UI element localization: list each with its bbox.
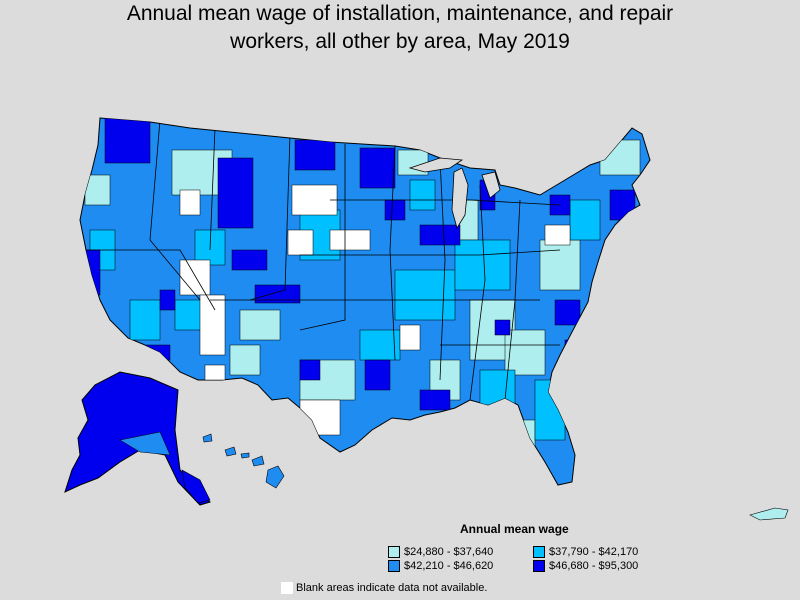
lake-huron xyxy=(481,171,501,199)
maui-island xyxy=(251,455,265,467)
legend-label-tier-1: $24,880 - $37,640 xyxy=(404,546,494,558)
legend-item-tier-1: $24,880 - $37,640 xyxy=(388,545,493,559)
hawaii xyxy=(202,433,285,489)
contiguous-us xyxy=(79,117,651,486)
lake-michigan xyxy=(451,167,469,229)
legend-item-tier-4: $46,680 - $95,300 xyxy=(533,559,638,573)
hawaii-island xyxy=(265,465,285,489)
state-lines xyxy=(85,119,561,401)
legend-swatch-tier-3 xyxy=(388,560,400,572)
lake-superior xyxy=(408,157,464,173)
legend-label-tier-3: $42,210 - $46,620 xyxy=(404,560,494,572)
legend-swatch-tier-2 xyxy=(533,546,545,558)
title-line-1: Annual mean wage of installation, mainte… xyxy=(126,2,674,25)
alaska-region-south xyxy=(119,431,171,456)
kauai-island xyxy=(202,433,213,443)
legend-label-tier-2: $37,790 - $42,170 xyxy=(549,546,639,558)
legend-swatch-tier-1 xyxy=(388,546,400,558)
legend-title: Annual mean wage xyxy=(460,522,569,536)
oahu-island xyxy=(224,446,237,457)
map-regions xyxy=(80,118,641,451)
title-line-2: workers, all other by area, May 2019 xyxy=(230,30,570,53)
no-data-note: Blank areas indicate data not available. xyxy=(281,582,487,594)
no-data-swatch xyxy=(281,582,293,594)
molokai-island xyxy=(240,452,250,459)
legend-item-tier-3: $42,210 - $46,620 xyxy=(388,559,493,573)
legend-label-tier-4: $46,680 - $95,300 xyxy=(549,560,639,572)
alaska-panhandle xyxy=(181,469,211,504)
puerto-rico xyxy=(749,507,789,521)
puerto-rico-shape xyxy=(749,507,789,521)
map-title: Annual mean wage of installation, mainte… xyxy=(0,0,800,56)
no-data-note-text: Blank areas indicate data not available. xyxy=(296,582,488,594)
legend-swatch-tier-4 xyxy=(533,560,545,572)
alaska xyxy=(64,371,211,506)
regions-no-data xyxy=(179,184,571,436)
legend-item-tier-2: $37,790 - $42,170 xyxy=(533,545,638,559)
